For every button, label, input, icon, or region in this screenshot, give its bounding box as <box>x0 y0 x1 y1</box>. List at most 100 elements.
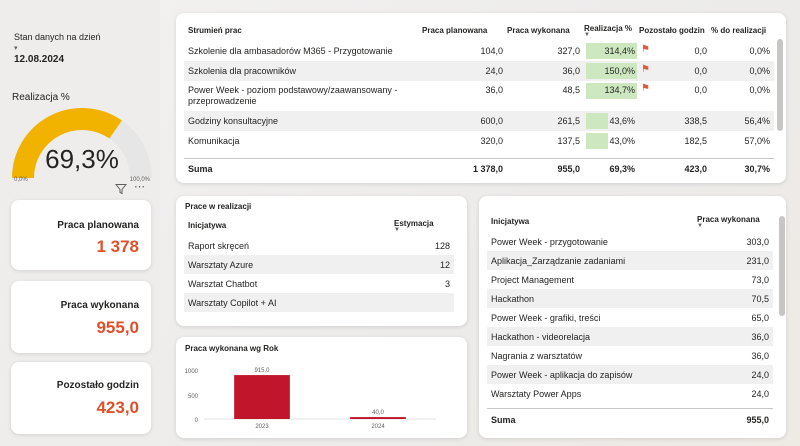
cell-remaining: ⚑ 0,0 <box>639 41 711 61</box>
chevron-down-icon[interactable]: ▾ <box>14 45 18 52</box>
total-value: 955,0 <box>746 415 769 425</box>
gauge-value: 69,3% <box>45 144 119 174</box>
realization-gauge: 69,3% 0,0% 100,0% <box>12 104 152 190</box>
col-header-work-done[interactable]: Praca wykonana ▼ <box>697 210 773 232</box>
sort-desc-icon: ▼ <box>697 222 703 229</box>
col-header-initiative[interactable]: Inicjatywa <box>491 216 530 226</box>
x-tick-label: 2024 <box>371 424 385 430</box>
cell-remaining: ⚑ 0,0 <box>639 61 711 81</box>
table-row[interactable]: Hackathon 70,5 <box>487 289 773 308</box>
year-bar[interactable] <box>350 417 406 419</box>
cell-estimate <box>394 293 454 312</box>
kpi-card-done: Praca wykonana 955,0 <box>11 281 151 353</box>
remaining-value: 182,5 <box>684 136 707 146</box>
table-row[interactable]: Warsztaty Copilot + AI <box>184 293 454 312</box>
table-row[interactable]: Nagrania z warsztatów 36,0 <box>487 346 773 365</box>
kpi-value: 423,0 <box>96 398 139 417</box>
cell-work-done: 70,5 <box>697 289 773 308</box>
cell-initiative: Warsztaty Copilot + AI <box>184 293 394 312</box>
table-row[interactable]: Aplikacja_Zarządzanie zadaniami 231,0 <box>487 251 773 270</box>
filter-icon[interactable] <box>114 183 128 195</box>
cell-realization: 43,0% <box>584 131 639 151</box>
col-header-realization[interactable]: Realizacja % ▼ <box>584 19 639 41</box>
bar-data-label: 40,0 <box>372 410 384 416</box>
gauge-max-label: 100,0% <box>129 177 150 183</box>
kpi-label: Praca wykonana <box>60 300 139 311</box>
cell-initiative: Warsztaty Power Apps <box>491 388 582 399</box>
table-row[interactable]: Szkolenie dla ambasadorów M365 - Przygot… <box>184 41 774 61</box>
total-row: Suma 1 378,0 955,0 69,3% 423,0 30,7% <box>184 158 774 179</box>
year-bar[interactable] <box>234 375 290 419</box>
total-planned: 1 378,0 <box>472 164 503 174</box>
cell-initiative: Nagrania z warsztatów <box>491 350 583 361</box>
date-slicer[interactable]: Stan danych na dzień ▾ 12.08.2024 <box>14 32 101 65</box>
col-header-estimate[interactable]: Estymacja ▼ <box>394 214 454 236</box>
initiatives-table: Inicjatywa Praca wykonana ▼ Power Week -… <box>479 196 786 438</box>
kpi-card-remaining: Pozostało godzin 423,0 <box>11 362 151 434</box>
date-value: 12.08.2024 <box>14 54 65 65</box>
remaining-value: 0,0 <box>694 46 707 56</box>
table-row[interactable]: Power Week - aplikacja do zapisów 24,0 <box>487 365 773 384</box>
year-chart-card: Praca wykonana wg Rok 1000 500 0 915,0 20… <box>176 337 467 438</box>
table-row[interactable]: Szkolenia dla pracowników 24,0 36,0 150,0% ⚑… <box>184 61 774 81</box>
cell-realization: 150,0% <box>584 61 639 81</box>
total-pct: 69,3% <box>609 164 635 174</box>
cell-work-done: 73,0 <box>751 274 769 285</box>
cell-work-done: 36,0 <box>751 350 769 361</box>
table-header-row: Inicjatywa Estymacja ▼ <box>184 214 454 236</box>
table-row[interactable]: Power Week - poziom podstawowy/zaawansow… <box>184 81 774 111</box>
table-scrollbar[interactable] <box>777 39 783 131</box>
in-progress-title: Prace w realizacji <box>185 202 252 211</box>
col-header-estimate-label: Estymacja <box>394 218 434 228</box>
cell-work-done: 231,0 <box>697 251 773 270</box>
table-row[interactable]: Raport skręceń 128 <box>184 236 454 255</box>
cell-initiative: Warsztaty Azure <box>184 255 394 274</box>
realization-value: 134,7% <box>604 85 635 95</box>
realization-bar <box>586 133 608 149</box>
col-header-stream[interactable]: Strumień prac <box>188 25 242 35</box>
cell-estimate: 3 <box>444 278 450 289</box>
table-row[interactable]: Warsztaty Power Apps 24,0 <box>487 384 773 403</box>
cell-stream-name: Godziny konsultacyjne <box>184 111 422 131</box>
table-row[interactable]: Komunikacja 320,0 137,5 43,0% 182,5 57,0% <box>184 131 774 151</box>
total-label: Suma <box>188 164 213 174</box>
cell-initiative: Hackathon <box>487 289 697 308</box>
table-row[interactable]: Power Week - grafiki, treści 65,0 <box>487 308 773 327</box>
y-tick-label: 500 <box>188 394 199 400</box>
kpi-label: Praca planowana <box>57 220 139 231</box>
table-row[interactable]: Project Management 73,0 <box>487 270 773 289</box>
total-to-do: 30,7% <box>744 164 770 174</box>
cell-to-do: 56,4% <box>711 111 774 131</box>
cell-done: 48,5 <box>562 85 580 95</box>
cell-initiative: Aplikacja_Zarządzanie zadaniami <box>487 251 697 270</box>
year-bar-chart: 1000 500 0 915,0 2023 40,0 2024 <box>185 368 436 430</box>
cell-initiative: Hackathon - videorelacja <box>487 327 697 346</box>
cell-to-do: 57,0% <box>744 136 770 146</box>
table-row[interactable]: Power Week - przygotowanie 303,0 <box>487 232 773 251</box>
col-header-planned[interactable]: Praca planowana <box>422 25 488 35</box>
table-row[interactable]: Warsztaty Azure 12 <box>184 255 454 274</box>
more-options-icon[interactable]: ⋯ <box>134 181 146 193</box>
gauge-min-label: 0,0% <box>14 177 28 183</box>
table-row[interactable]: Godziny konsultacyjne 600,0 261,5 43,6% 338,… <box>184 111 774 131</box>
y-tick-label: 0 <box>195 418 199 424</box>
cell-realization: 314,4% <box>584 41 639 61</box>
cell-work-done: 24,0 <box>751 388 769 399</box>
gauge-fill <box>12 108 122 179</box>
cell-estimate: 12 <box>394 255 454 274</box>
cell-initiative: Project Management <box>491 274 575 285</box>
cell-work-done: 65,0 <box>751 312 769 323</box>
table-row[interactable]: Warsztat Chatbot 3 <box>184 274 454 293</box>
table-row[interactable]: Hackathon - videorelacja 36,0 <box>487 327 773 346</box>
kpi-card-planned: Praca planowana 1 378 <box>11 200 151 270</box>
cell-stream-name: Power Week - poziom podstawowy/zaawansow… <box>188 85 398 106</box>
kpi-value: 955,0 <box>96 318 139 337</box>
col-header-remaining[interactable]: Pozostało godzin <box>639 25 705 35</box>
col-header-to-do[interactable]: % do realizacji <box>711 25 767 35</box>
realization-bar <box>586 113 609 129</box>
col-header-done[interactable]: Praca wykonana <box>507 25 570 35</box>
cell-planned: 320,0 <box>480 136 503 146</box>
col-header-initiative[interactable]: Inicjatywa <box>188 220 227 230</box>
col-header-realization-label: Realizacja % <box>584 23 633 33</box>
table-scrollbar[interactable] <box>779 216 785 316</box>
